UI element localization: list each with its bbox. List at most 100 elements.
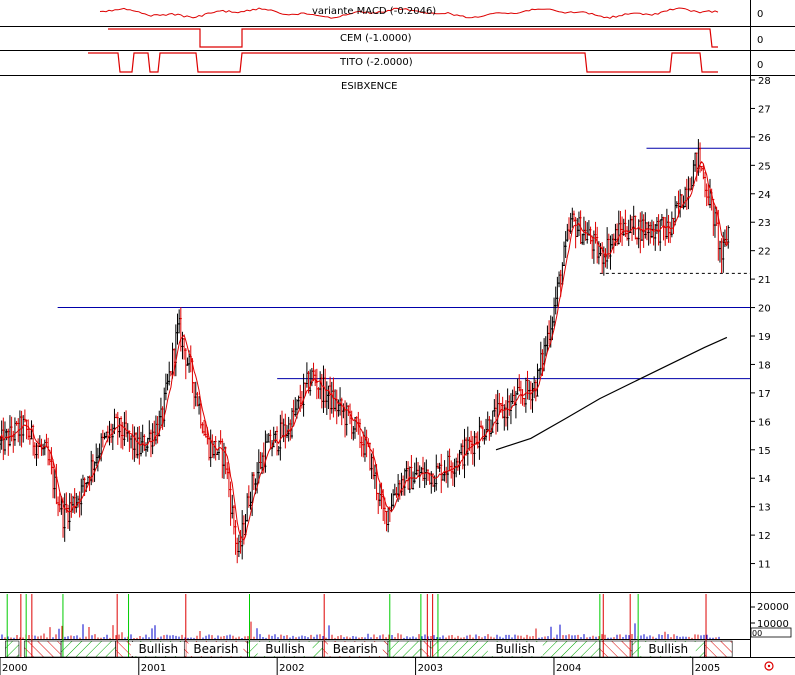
candle (71, 495, 75, 513)
candle (670, 211, 674, 238)
candle (519, 380, 523, 404)
candle (624, 209, 627, 237)
candle (660, 214, 664, 226)
date-tick-label: 2004 (556, 663, 581, 674)
candle (422, 456, 425, 481)
candle (558, 271, 561, 288)
candle (212, 440, 216, 459)
candle (345, 402, 349, 436)
tito-label: TITO (-2.0000) (339, 57, 413, 68)
date-tick-label: 2003 (418, 663, 443, 674)
candle (622, 218, 626, 236)
candle (539, 341, 543, 376)
long-moving-average (495, 336, 728, 451)
candle (415, 457, 418, 476)
candle (521, 389, 525, 406)
candle (116, 411, 120, 445)
candle (178, 309, 181, 334)
candle (325, 381, 329, 415)
settings-circle-icon[interactable] (764, 661, 774, 671)
candle (669, 221, 672, 244)
candle (456, 453, 460, 471)
candle (634, 215, 637, 240)
candle (305, 362, 309, 388)
candle (687, 176, 690, 210)
candle (508, 395, 511, 416)
cem-label: CEM (-1.0000) (340, 33, 412, 44)
candle (685, 178, 689, 210)
candle (164, 373, 168, 401)
regime-bullish: Bullish (631, 640, 705, 658)
price-tick-label: 14 (758, 474, 771, 485)
candle (704, 172, 707, 198)
regime-bullish (387, 640, 422, 658)
candle (13, 417, 17, 446)
candle (267, 433, 271, 443)
candle (554, 286, 558, 315)
regime-label-bg (130, 642, 186, 656)
date-tick-label: 2002 (279, 663, 304, 674)
candle (42, 443, 45, 456)
tito-scale-label: 0 (757, 60, 763, 71)
candle (395, 487, 398, 498)
candle (664, 216, 667, 246)
candle (652, 221, 656, 246)
candle (232, 505, 236, 535)
regime-label: Bearish (333, 642, 378, 656)
candle (684, 186, 687, 208)
regime-label: Bearish (193, 642, 238, 656)
volume-axis: 20000 10000 00 (750, 602, 792, 638)
candle (67, 504, 70, 529)
candle (339, 387, 342, 416)
candle (284, 413, 287, 449)
price-tick-label: 15 (758, 446, 771, 457)
candle (329, 376, 332, 420)
tito-line (88, 52, 718, 73)
price-tick-label: 13 (758, 503, 771, 514)
regime-block (420, 640, 432, 658)
candle (360, 436, 364, 457)
candle (237, 534, 241, 558)
price-tick-label: 27 (758, 104, 771, 115)
candle (564, 231, 568, 258)
candle (694, 152, 697, 172)
regime-label-bg (487, 642, 543, 656)
candle (637, 219, 641, 249)
price-tick-label: 16 (758, 417, 771, 428)
candle (231, 494, 234, 519)
regime-label: Bullish (495, 642, 535, 656)
regime-block (5, 640, 20, 658)
candle (412, 471, 415, 490)
candle (538, 368, 541, 379)
candle (514, 390, 518, 419)
candle (645, 222, 649, 241)
candle (176, 313, 179, 345)
settings-circle-dot (767, 664, 771, 668)
candle (460, 443, 463, 456)
cem-scale-label: 0 (757, 35, 763, 46)
candle (518, 374, 521, 392)
price-tick-label: 21 (758, 275, 771, 286)
candle (76, 495, 80, 508)
candle (504, 400, 508, 427)
candle (679, 189, 682, 218)
candle (252, 471, 256, 491)
candle (636, 236, 639, 245)
regime-block (599, 640, 633, 658)
candle (606, 227, 609, 269)
candle (377, 492, 380, 515)
candle (10, 416, 14, 442)
candle (451, 462, 455, 486)
candle (108, 420, 111, 446)
candle (488, 416, 491, 441)
candle (154, 415, 158, 445)
tito-label-bg (336, 54, 414, 67)
candle (91, 454, 95, 483)
candle (478, 416, 481, 460)
price-reference-lines (57, 147, 750, 380)
candle (186, 357, 189, 366)
candle (533, 376, 536, 399)
price-tick-label: 17 (758, 389, 771, 400)
regime-bearish (115, 640, 133, 658)
candle (463, 428, 466, 479)
